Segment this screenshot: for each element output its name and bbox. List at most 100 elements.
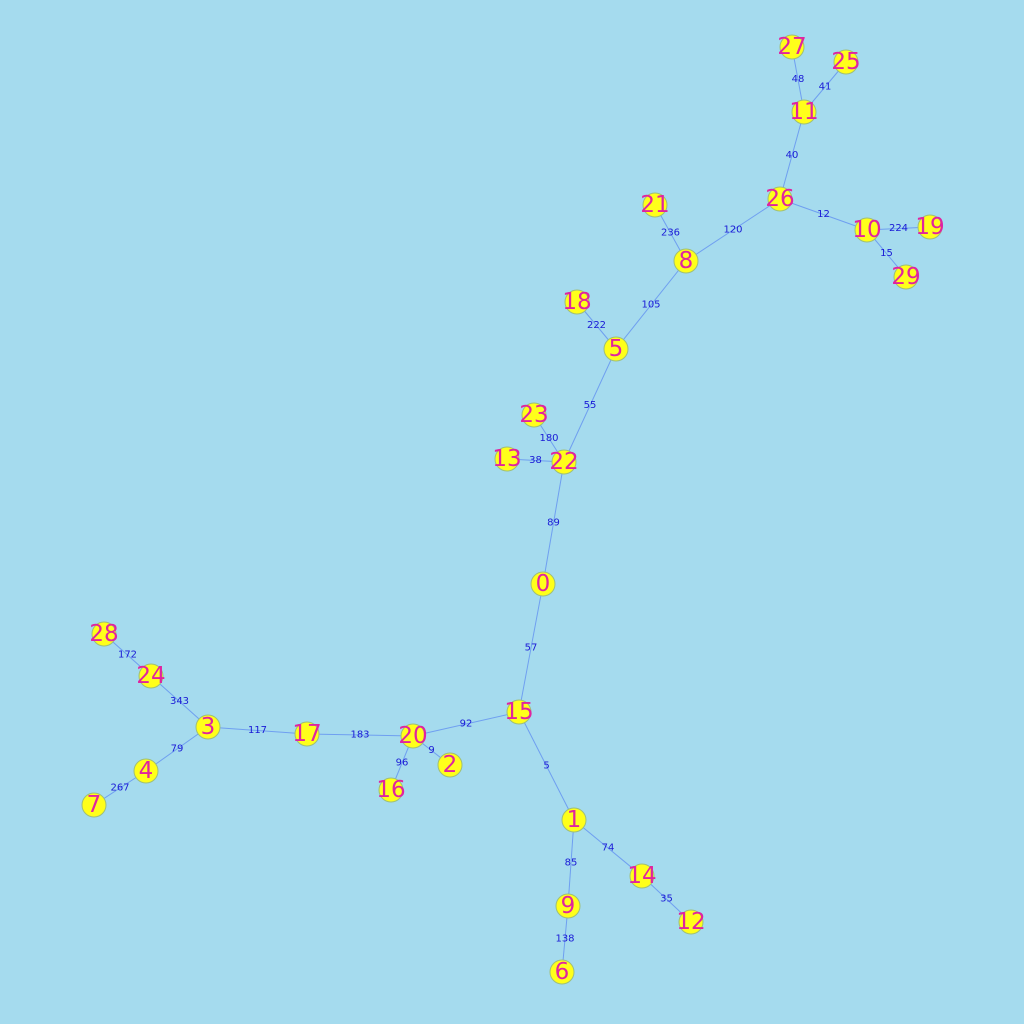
node-label: 18	[562, 289, 591, 315]
node-label: 0	[536, 571, 551, 597]
node-label: 15	[504, 699, 533, 725]
edge-weight-label: 5	[543, 761, 549, 772]
node-24: 24	[136, 663, 165, 689]
edge-15-20	[412, 711, 520, 737]
edge-weight-label: 79	[171, 744, 184, 755]
node-14: 14	[627, 863, 656, 889]
edge-20-17	[306, 733, 414, 737]
node-circle	[603, 336, 629, 362]
node-label: 17	[292, 721, 321, 747]
edge-weight-label: 343	[170, 696, 189, 707]
node-circle	[561, 807, 587, 833]
edge-weight-label: 183	[350, 730, 369, 741]
node-label: 2	[443, 752, 458, 778]
edge-0-15	[518, 583, 544, 713]
node-15: 15	[504, 699, 533, 725]
edge-1-14	[573, 819, 643, 877]
node-20: 20	[398, 723, 427, 749]
edge-weight-label: 89	[547, 518, 560, 529]
node-label: 26	[765, 186, 794, 212]
node-label: 14	[627, 863, 656, 889]
node-circle	[521, 402, 547, 428]
node-label: 7	[87, 792, 102, 818]
edge-weight-label: 55	[584, 400, 597, 411]
node-26: 26	[765, 186, 794, 212]
edge-8-5	[615, 260, 687, 350]
edge-weight-label: 12	[817, 209, 830, 220]
node-label: 24	[136, 663, 165, 689]
node-3: 3	[195, 714, 221, 740]
node-label: 6	[555, 959, 570, 985]
node-label: 11	[789, 99, 818, 125]
node-0: 0	[530, 571, 556, 597]
node-label: 10	[852, 217, 881, 243]
node-circle	[791, 99, 817, 125]
node-circle	[138, 663, 164, 689]
node-label: 16	[376, 777, 405, 803]
node-22: 22	[549, 449, 578, 475]
node-circle	[530, 571, 556, 597]
node-17: 17	[292, 721, 321, 747]
node-circle	[767, 186, 793, 212]
node-circle	[195, 714, 221, 740]
node-23: 23	[519, 402, 548, 428]
node-label: 5	[609, 336, 624, 362]
edge-weight-label: 15	[880, 248, 893, 259]
node-2: 2	[437, 752, 463, 778]
node-label: 8	[679, 248, 694, 274]
node-12: 12	[676, 909, 705, 935]
edge-11-26	[779, 111, 805, 200]
node-label: 25	[831, 49, 860, 75]
node-label: 3	[201, 714, 216, 740]
edge-weight-label: 105	[641, 300, 660, 311]
edge-weight-label: 92	[460, 719, 473, 730]
node-19: 19	[915, 214, 944, 240]
node-circle	[294, 721, 320, 747]
node-circle	[400, 723, 426, 749]
node-circle	[555, 893, 581, 919]
edge-weight-label: 85	[565, 858, 578, 869]
node-circle	[378, 777, 404, 803]
edge-weight-label: 41	[819, 82, 832, 93]
node-circle	[494, 446, 520, 472]
node-label: 20	[398, 723, 427, 749]
node-8: 8	[673, 248, 699, 274]
edge-weight-label: 172	[118, 650, 137, 661]
node-label: 28	[89, 621, 118, 647]
node-circle	[893, 264, 919, 290]
node-circle	[629, 863, 655, 889]
node-circle	[833, 49, 859, 75]
edge-weight-label: 57	[525, 643, 538, 654]
edge-weight-label: 9	[428, 745, 434, 756]
node-circle	[506, 699, 532, 725]
node-circle	[779, 34, 805, 60]
node-label: 1	[567, 807, 582, 833]
node-circle	[81, 792, 107, 818]
node-label: 9	[561, 893, 576, 919]
edge-weight-label: 138	[555, 934, 574, 945]
edge-22-0	[542, 461, 565, 585]
node-label: 4	[139, 758, 154, 784]
node-4: 4	[133, 758, 159, 784]
node-circle	[564, 289, 590, 315]
node-21: 21	[640, 192, 669, 218]
node-circle	[917, 214, 943, 240]
edge-weight-label: 35	[660, 894, 673, 905]
node-label: 21	[640, 192, 669, 218]
edge-weight-label: 74	[602, 843, 615, 854]
node-16: 16	[376, 777, 405, 803]
edge-weight-label: 96	[396, 758, 409, 769]
node-circle	[91, 621, 117, 647]
edge-weight-label: 38	[529, 455, 542, 466]
node-circle	[642, 192, 668, 218]
edge-weight-label: 120	[723, 225, 742, 236]
edge-17-3	[207, 726, 308, 735]
edge-3-4	[145, 726, 209, 772]
node-28: 28	[89, 621, 118, 647]
node-25: 25	[831, 49, 860, 75]
node-label: 23	[519, 402, 548, 428]
edge-3-24	[150, 675, 209, 728]
edge-5-22	[563, 348, 617, 463]
nodes-layer: 0123456789101112131415161718192021222324…	[81, 34, 945, 985]
